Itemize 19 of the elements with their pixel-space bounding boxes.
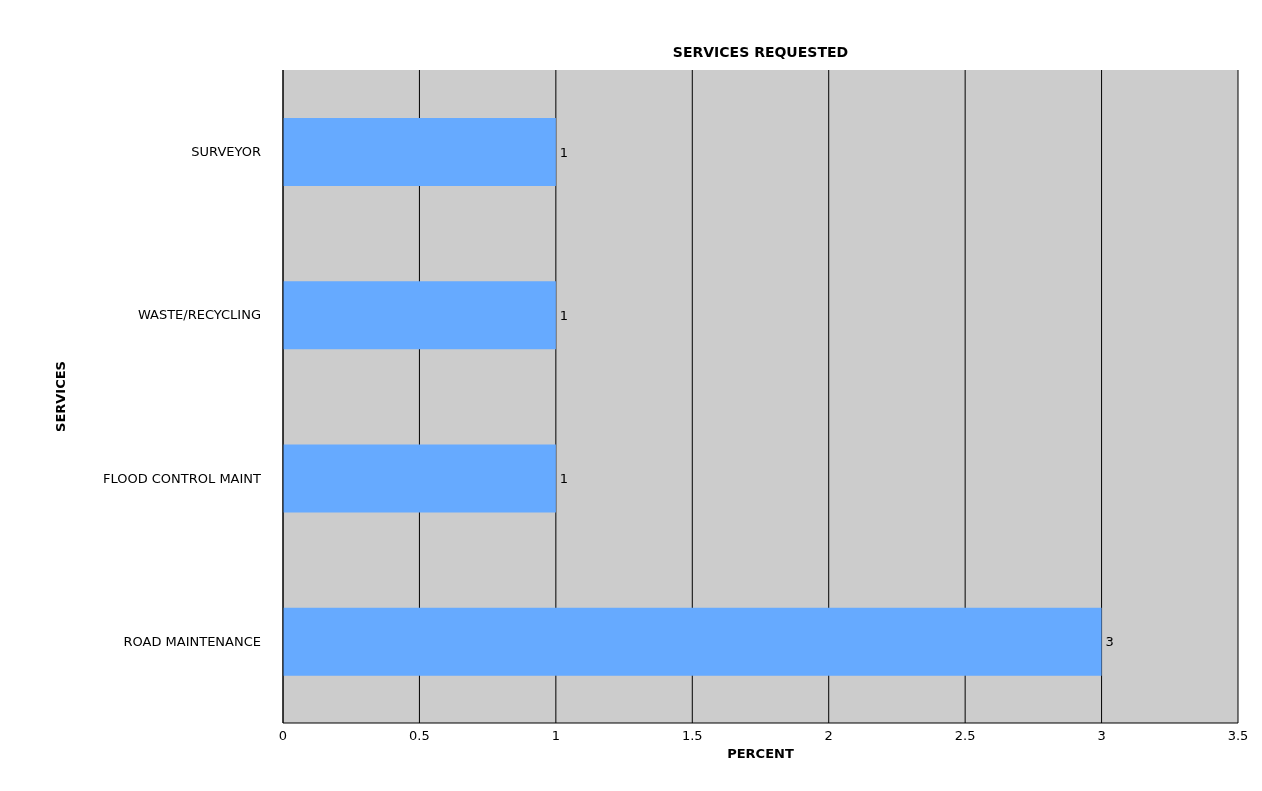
x-axis-title: PERCENT	[726, 746, 795, 761]
data-label: 1	[559, 144, 569, 160]
x-tick-label: 3.5	[1227, 728, 1249, 744]
x-tick-label: 3	[1097, 728, 1106, 744]
x-tick-label: 0	[278, 728, 288, 744]
y-axis-title: SERVICES	[52, 361, 68, 432]
data-label: 3	[1105, 634, 1114, 650]
y-tick-label: FLOOD CONTROL MAINT	[102, 470, 262, 486]
x-tick-label: 1	[551, 728, 560, 744]
chart-title: SERVICES REQUESTED	[671, 44, 850, 60]
x-tick-label: 1.5	[681, 728, 703, 744]
x-tick-label: 2.5	[954, 728, 976, 744]
y-tick-label: WASTE/RECYCLING	[137, 307, 261, 323]
y-tick-label: SURVEYOR	[191, 144, 261, 160]
data-label: 1	[559, 307, 569, 323]
x-tick-label: 0.5	[409, 728, 430, 744]
y-tick-label: ROAD MAINTENANCE	[123, 633, 261, 649]
data-label: 1	[559, 471, 569, 487]
x-tick-label: 2	[824, 728, 833, 744]
